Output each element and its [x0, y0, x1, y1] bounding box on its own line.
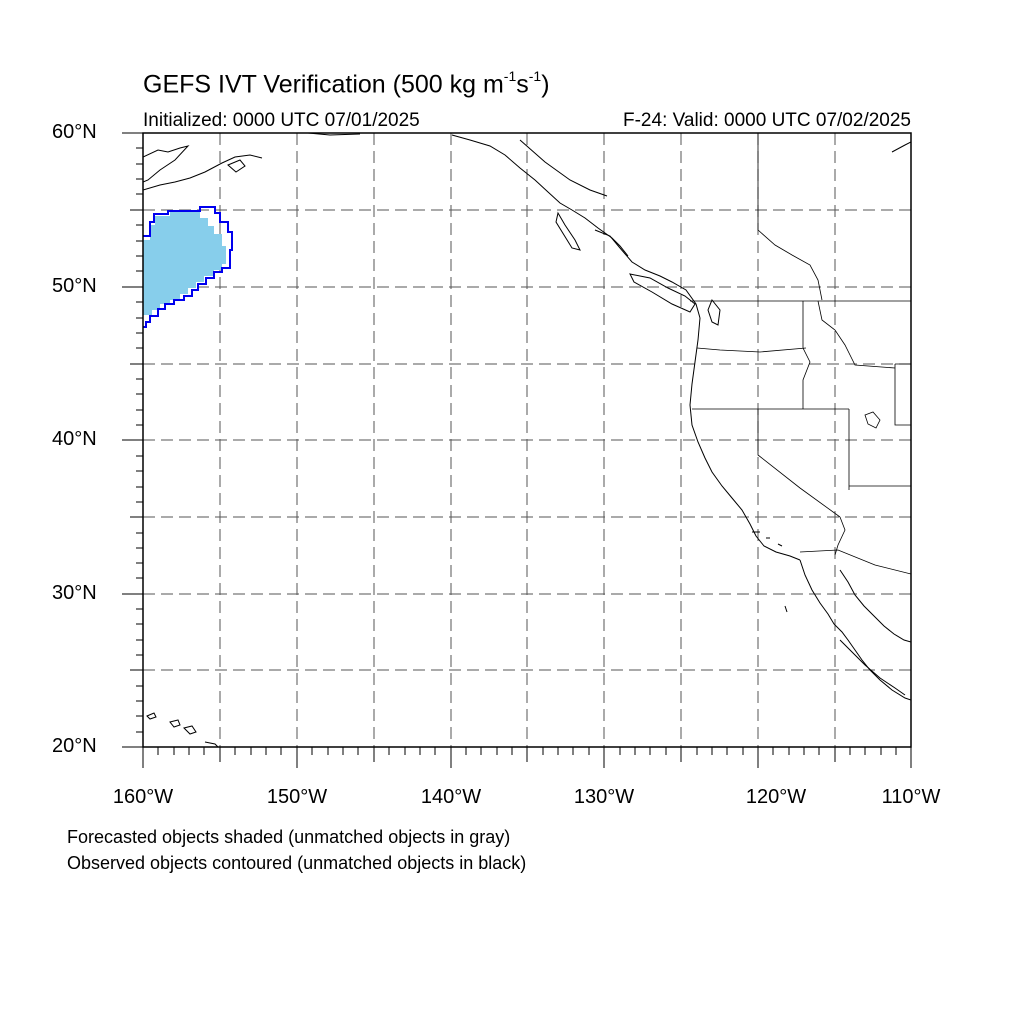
bc-coast	[594, 229, 701, 319]
alaska-peninsula-coast	[143, 145, 190, 183]
valid-time: F-24: Valid: 0000 UTC 07/02/2025	[623, 110, 911, 131]
bc-alberta-border	[757, 133, 823, 301]
observed-note: Observed objects contoured (unmatched ob…	[67, 853, 527, 873]
forecast-ivt-object	[143, 212, 226, 315]
channel-islands	[752, 531, 788, 613]
nevada-california-border	[757, 409, 841, 518]
hawaii-island-1	[146, 712, 157, 720]
puget-sound	[707, 299, 721, 326]
gulf-of-california	[839, 569, 911, 643]
hawaii-island-2	[169, 719, 181, 728]
lat-label-20n: 20°N	[52, 735, 97, 757]
aleutian-coast	[143, 154, 263, 191]
axis-ticks	[122, 132, 912, 768]
se-alaska-coast	[451, 134, 629, 257]
hawaii-island-3	[183, 725, 197, 735]
west-coast-us	[689, 317, 801, 561]
observed-ivt-contour	[143, 206, 233, 328]
forecast-note: Forecasted objects shaded (unmatched obj…	[67, 827, 511, 847]
hawaii-island-4	[204, 741, 219, 747]
lat-label-40n: 40°N	[52, 428, 97, 450]
political-boundaries	[690, 133, 911, 575]
lat-label-50n: 50°N	[52, 275, 97, 297]
lon-label-140w: 140°W	[420, 786, 482, 808]
us-mexico-border	[799, 549, 911, 575]
lat-label-60n: 60°N	[52, 121, 97, 143]
lon-label-150w: 150°W	[266, 786, 328, 808]
lon-label-120w: 120°W	[745, 786, 807, 808]
initialized-time: Initialized: 0000 UTC 07/01/2025	[143, 110, 420, 131]
haida-gwaii	[555, 211, 581, 251]
great-salt-lake	[864, 411, 881, 429]
kodiak-island	[227, 159, 246, 173]
lat-label-30n: 30°N	[52, 582, 97, 604]
washington-oregon-border	[696, 347, 807, 353]
hudson-bay-edge	[891, 141, 911, 153]
yukon-border	[519, 139, 608, 197]
vancouver-island	[629, 273, 696, 313]
baja-california	[799, 559, 911, 701]
mexico-coast	[839, 639, 906, 696]
wyoming-border	[894, 363, 911, 426]
lon-label-160w: 160°W	[112, 786, 174, 808]
lon-label-130w: 130°W	[573, 786, 635, 808]
coastlines	[143, 133, 911, 747]
map-title: GEFS IVT Verification (500 kg m-1s-1)	[143, 68, 550, 99]
arizona-west-border	[834, 516, 846, 556]
montana-border	[817, 300, 896, 369]
idaho-border	[802, 301, 811, 409]
grid-lines	[143, 133, 911, 747]
lon-label-110w: 110°W	[881, 786, 941, 808]
